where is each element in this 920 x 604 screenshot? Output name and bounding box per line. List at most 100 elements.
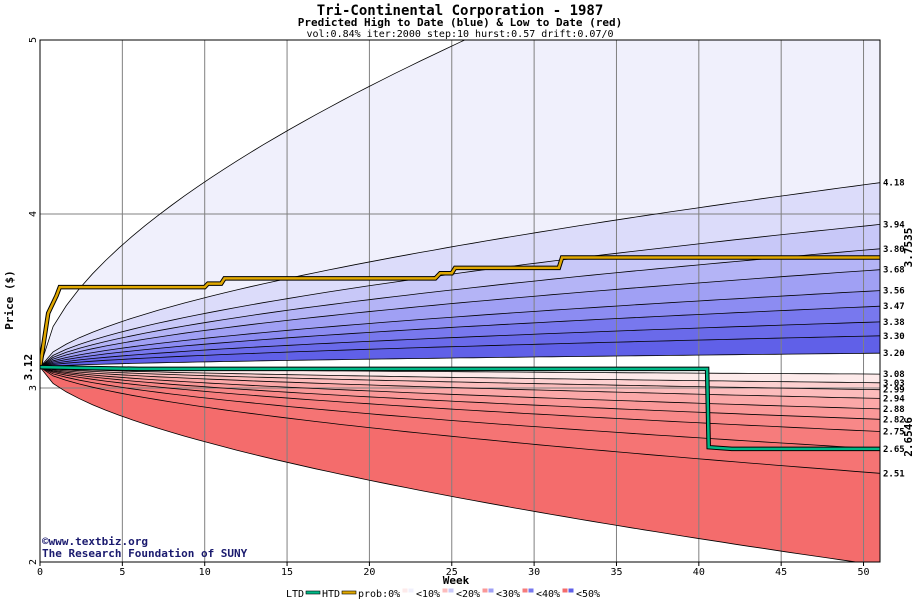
quantile-label: 3.38	[883, 318, 905, 328]
high-band	[40, 40, 880, 368]
quantile-label: 3.94	[883, 220, 905, 230]
low-band	[40, 367, 880, 420]
high-band	[40, 335, 880, 368]
quantile-line	[40, 366, 880, 399]
y-tick-label: 4	[28, 211, 39, 217]
quantile-line	[40, 366, 880, 432]
x-tick-label: 5	[119, 567, 125, 578]
x-tick-label: 0	[37, 567, 43, 578]
quantile-line	[40, 40, 466, 368]
y-tick-label: 5	[28, 37, 39, 43]
legend-bin-label: <20%	[456, 589, 480, 600]
high-band	[40, 306, 880, 368]
legend-swatch-blue	[527, 587, 535, 594]
credit-copyright: ©www.textbiz.org	[42, 535, 148, 548]
quantile-label: 3.68	[883, 266, 905, 276]
quantile-label: 2.94	[883, 394, 905, 404]
y-axis-label: Price ($)	[3, 270, 16, 330]
quantile-line	[40, 248, 880, 368]
quantile-label: 3.20	[883, 349, 905, 359]
quantile-labels: 4.18 3.94 3.80 3.68 3.56 3.47 3.38 3.30 3.20 3.08…	[883, 179, 915, 480]
ltd-end-label: 2.6546	[902, 417, 915, 457]
quantile-lines	[40, 40, 880, 562]
quantile-line	[40, 321, 880, 368]
x-tick-label: 25	[446, 567, 458, 578]
x-tick-label: 50	[858, 567, 870, 578]
legend-swatch-blue	[407, 587, 415, 594]
legend-bin-label: <40%	[536, 589, 560, 600]
quantile-label: 2.65	[883, 445, 905, 455]
quantile-label: 2.75	[883, 428, 905, 438]
legend-prob-label: prob:0%	[358, 589, 400, 600]
htd-line	[40, 256, 880, 368]
quantile-label: 3.08	[883, 370, 905, 380]
high-band	[40, 224, 880, 368]
legend-htd-swatch	[341, 590, 357, 595]
plot-frame	[39, 39, 881, 563]
x-tick-label: 40	[693, 567, 705, 578]
start-price-label: 3.12	[22, 354, 35, 381]
low-band	[40, 367, 880, 390]
legend-swatch-red	[521, 587, 529, 594]
quantile-line	[40, 335, 880, 368]
high-band	[40, 248, 880, 368]
quantile-line	[40, 366, 880, 391]
quantile-line	[40, 366, 880, 450]
legend-swatch-red	[561, 587, 569, 594]
legend-swatch-red	[441, 587, 449, 594]
quantile-line	[40, 305, 880, 368]
legend-ltd-label: LTD	[286, 589, 304, 600]
x-axis-label: Week	[443, 574, 470, 587]
quantile-line	[40, 269, 880, 368]
quantile-label: 4.18	[883, 179, 905, 189]
x-tick-label: 30	[528, 567, 540, 578]
quantile-label: 2.99	[883, 386, 905, 396]
high-band	[40, 269, 880, 368]
x-tick-label: 20	[363, 567, 375, 578]
quantile-label: 3.47	[883, 302, 905, 312]
legend-bin-label: <10%	[416, 589, 440, 600]
quantile-line	[40, 182, 880, 368]
quantile-line	[40, 224, 880, 368]
quantile-label: 2.82	[883, 415, 905, 425]
chart-parameters: vol:0.84% iter:2000 step:10 hurst:0.57 d…	[306, 29, 613, 40]
low-band	[40, 367, 880, 474]
quantile-label: 3.56	[883, 287, 905, 297]
high-band	[40, 290, 880, 368]
legend-swatch-blue	[567, 587, 575, 594]
legend-bin-label: <30%	[496, 589, 520, 600]
legend-ltd-swatch	[305, 590, 321, 595]
probability-bands	[40, 40, 880, 562]
ltd-line	[40, 365, 880, 451]
high-band	[40, 321, 880, 368]
legend-swatch-red	[481, 587, 489, 594]
x-tick-label: 35	[610, 567, 622, 578]
quantile-line	[40, 352, 880, 368]
low-band	[40, 367, 880, 432]
high-band	[40, 182, 880, 368]
y-tick-label: 2	[28, 559, 39, 565]
low-band	[40, 367, 880, 399]
y-tick-label: 3	[28, 385, 39, 391]
quantile-label: 3.80	[883, 245, 905, 255]
low-band	[40, 367, 880, 562]
quantile-line	[40, 366, 859, 562]
quantile-label: 2.51	[883, 469, 905, 479]
low-band	[40, 367, 880, 449]
quantile-line	[40, 366, 880, 384]
legend-bin-label: <50%	[576, 589, 600, 600]
chart-title: Tri-Continental Corporation - 1987	[317, 3, 604, 19]
chart-subtitle: Predicted High to Date (blue) & Low to D…	[298, 16, 623, 29]
series-lines	[40, 255, 880, 452]
legend-swatch-blue	[447, 587, 455, 594]
credit-foundation: The Research Foundation of SUNY	[42, 547, 248, 560]
quantile-label: 3.30	[883, 332, 905, 342]
x-tick-label: 15	[281, 567, 293, 578]
htd-end-label: 3.7535	[902, 228, 915, 268]
legend-swatch-blue	[487, 587, 495, 594]
quantile-line	[40, 366, 880, 474]
legend-htd-label: HTD	[322, 589, 340, 600]
quantile-line	[40, 290, 880, 368]
